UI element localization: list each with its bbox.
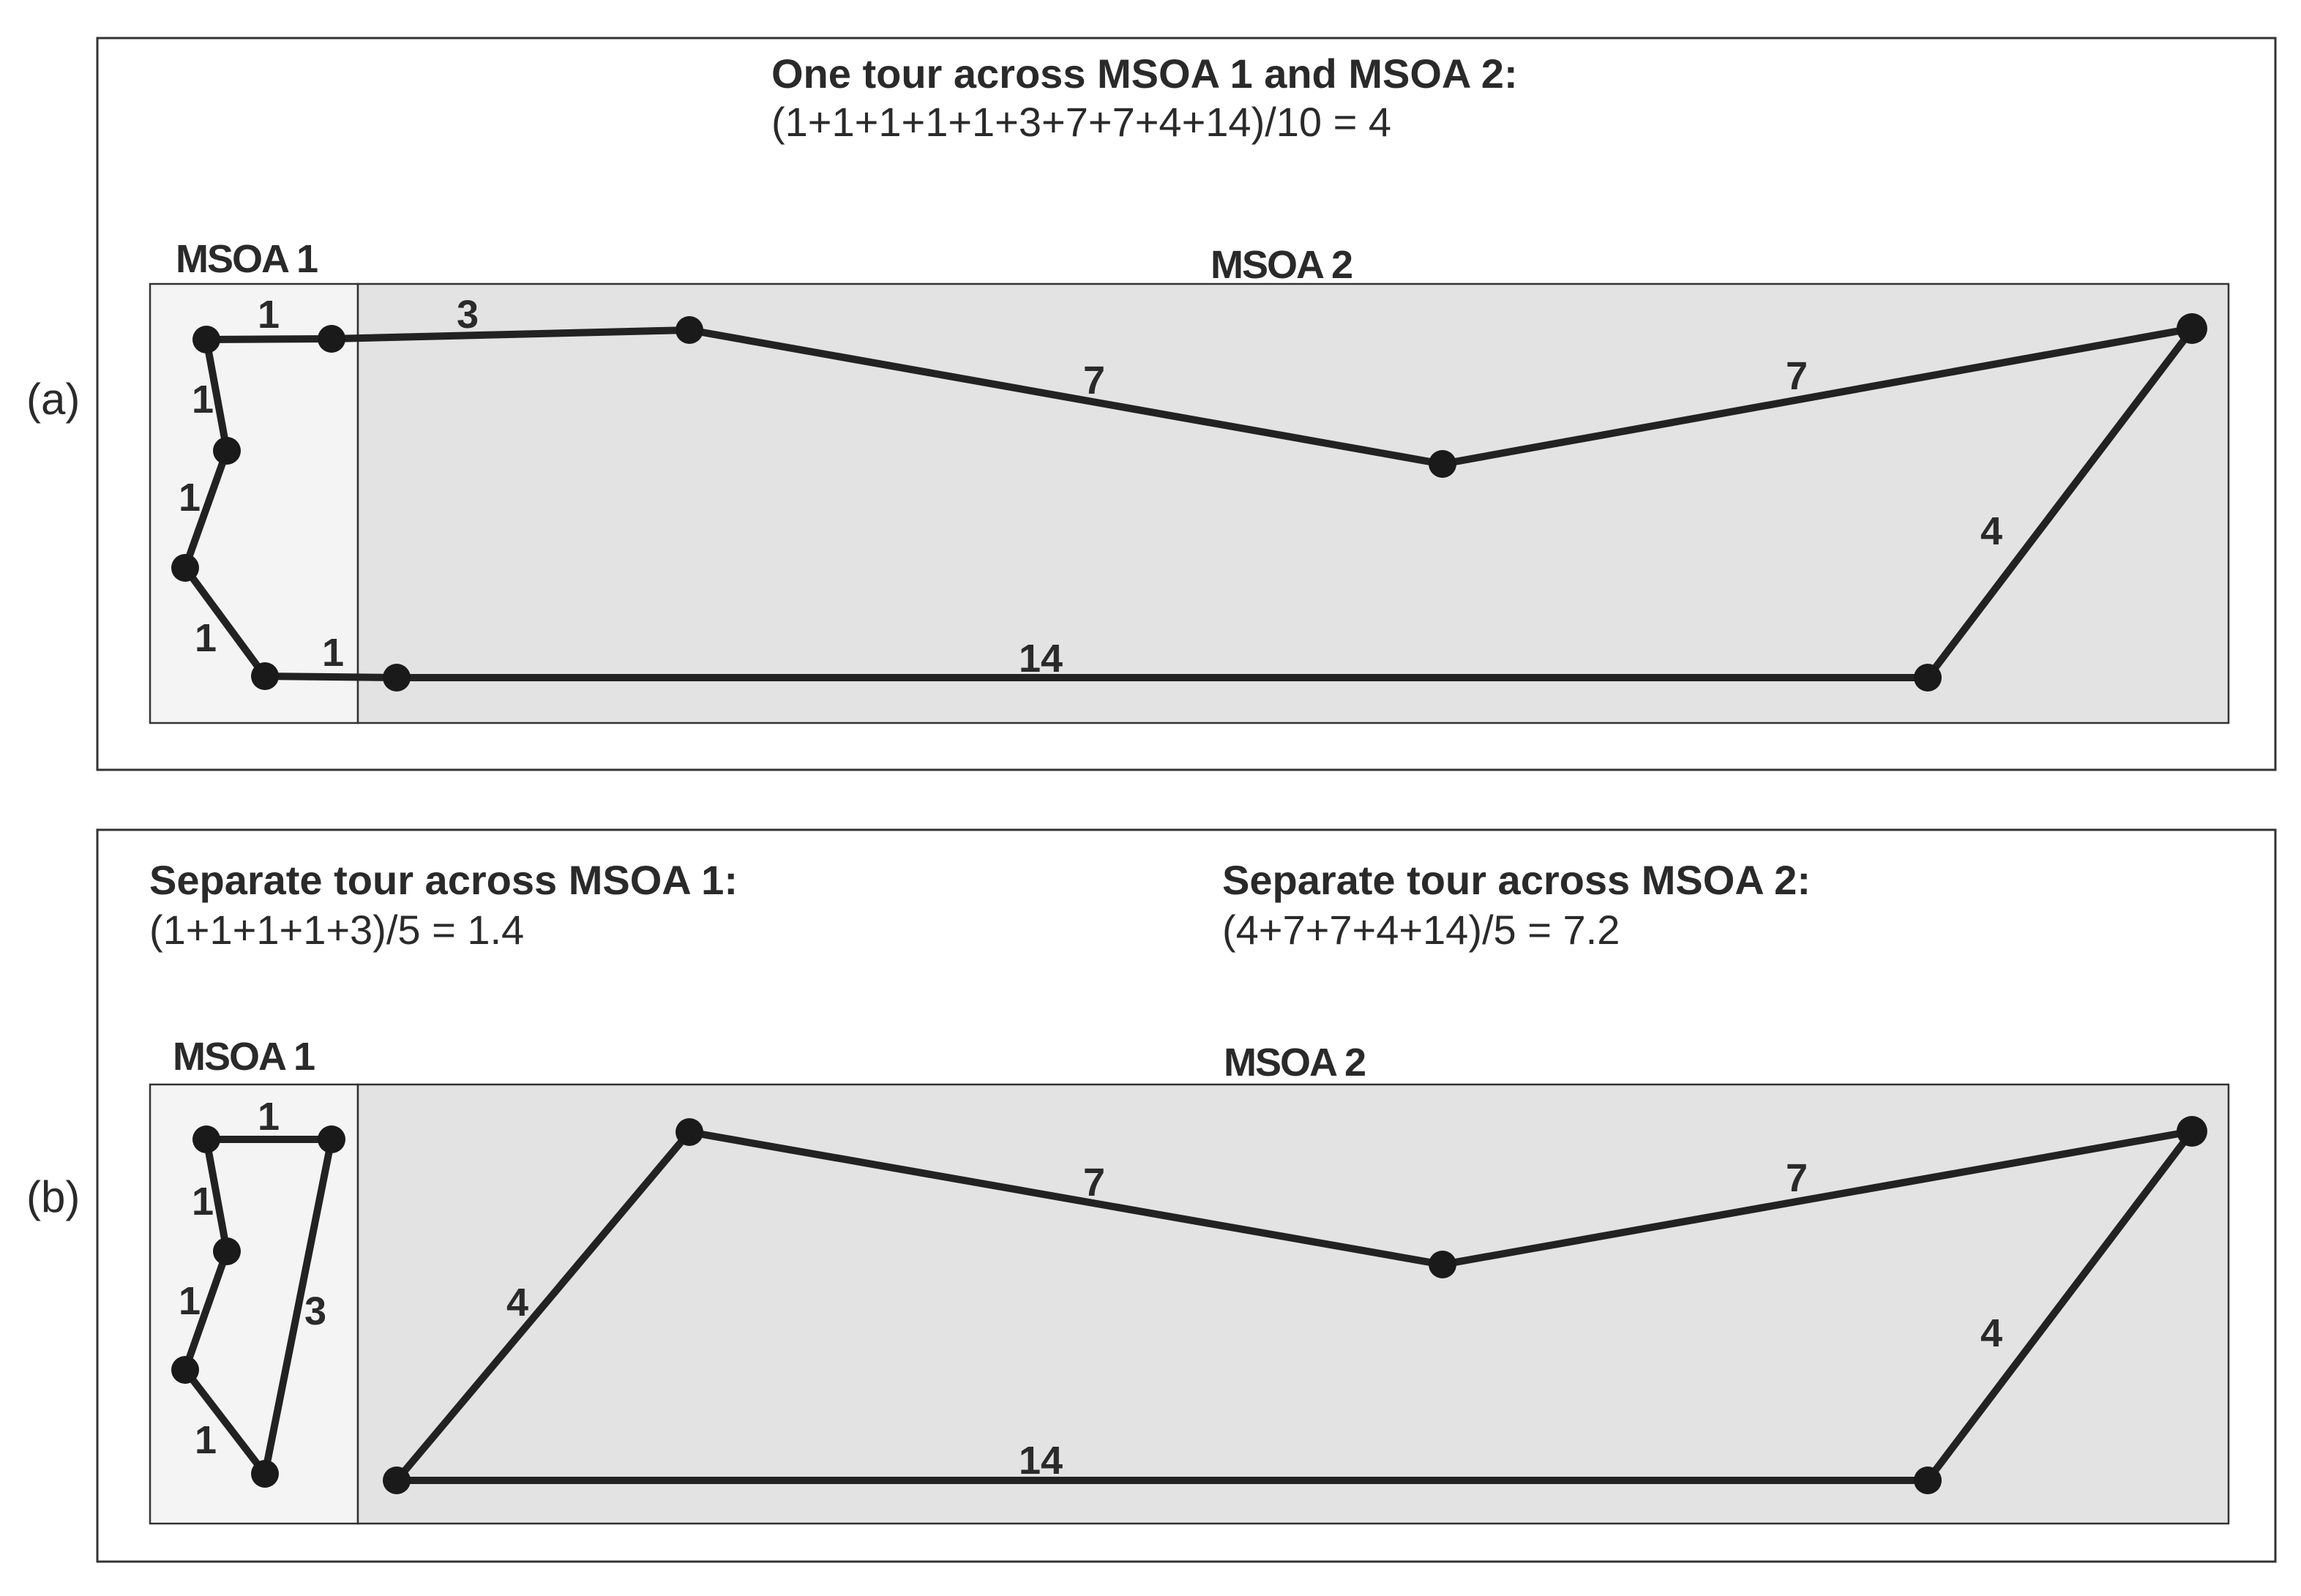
panel-a-tour-path bbox=[181, 325, 2201, 681]
panel-b-edge-label: 1 bbox=[258, 1095, 280, 1139]
panel-b-title-msoa1: Separate tour across MSOA 1: bbox=[149, 857, 738, 903]
panel-b-tour-msoa1 bbox=[171, 1125, 345, 1488]
panel-b-tour-msoa2 bbox=[383, 1116, 2207, 1494]
panel-b-edge-label: 7 bbox=[1083, 1161, 1105, 1205]
panel-a-edge-label: 1 bbox=[322, 631, 344, 675]
panel-a-edge-label: 1 bbox=[192, 378, 214, 422]
panel-a-msoa2-label: MSOA 2 bbox=[1211, 243, 1352, 287]
panel-a-node bbox=[383, 664, 411, 692]
panel-a-edge-label: 14 bbox=[1019, 637, 1063, 681]
panel-b-edge-label: 7 bbox=[1786, 1156, 1808, 1200]
panel-b-node bbox=[676, 1118, 703, 1146]
panel-b-edge-labels: 1 1 1 1 3 4 7 7 4 14 bbox=[179, 1095, 2002, 1483]
panel-a-node bbox=[213, 437, 241, 465]
panel-b-node bbox=[1914, 1466, 1942, 1494]
panel-a-node bbox=[2177, 313, 2207, 344]
panel-b-node bbox=[318, 1125, 345, 1153]
panel-b-msoa2-label: MSOA 2 bbox=[1224, 1041, 1365, 1084]
panel-b-edge-label: 3 bbox=[304, 1289, 326, 1333]
panel-a-msoa2-region bbox=[356, 282, 2230, 724]
panel-b-msoa1-region bbox=[149, 1083, 359, 1525]
panel-b-node bbox=[213, 1237, 241, 1265]
panel-a-node bbox=[318, 325, 345, 353]
panel-a-formula: (1+1+1+1+1+3+7+7+4+14)/10 = 4 bbox=[771, 99, 1391, 145]
panel-a-tag: (a) bbox=[26, 375, 80, 424]
panel-a-edge-label: 7 bbox=[1083, 359, 1105, 402]
panel-a-edge-labels: 1 1 1 1 1 3 7 7 4 14 bbox=[179, 293, 2002, 681]
panel-b-edge-label: 1 bbox=[195, 1418, 217, 1462]
panel-b-msoa1-label: MSOA 1 bbox=[173, 1035, 315, 1079]
panel-a-title: One tour across MSOA 1 and MSOA 2: bbox=[771, 50, 1518, 97]
panel-a-node bbox=[1914, 664, 1942, 692]
panel-b-formula-msoa2: (4+7+7+4+14)/5 = 7.2 bbox=[1222, 907, 1620, 953]
panel-b-node bbox=[383, 1466, 411, 1494]
panel-a-edge-label: 4 bbox=[1980, 509, 2002, 553]
panel-b-node bbox=[192, 1125, 220, 1153]
panel-a-node bbox=[1429, 450, 1456, 478]
panel-b-formula-msoa1: (1+1+1+1+3)/5 = 1.4 bbox=[149, 907, 524, 953]
panel-b-edge-label: 14 bbox=[1019, 1439, 1063, 1483]
panel-b-tour-msoa1-path bbox=[181, 1136, 337, 1483]
panel-b-tag: (b) bbox=[26, 1172, 80, 1221]
panel-a-tour bbox=[171, 313, 2207, 692]
panel-b-edge-label: 4 bbox=[1980, 1311, 2002, 1355]
panel-b-node bbox=[171, 1356, 199, 1384]
panel-a-edge-label: 1 bbox=[179, 476, 201, 520]
panel-a-edge-label: 1 bbox=[195, 616, 217, 660]
panel-a-edge-label: 1 bbox=[258, 293, 280, 337]
panel-b-edge-label: 4 bbox=[506, 1281, 528, 1325]
panel-a: (a) One tour across MSOA 1 and MSOA 2: (… bbox=[26, 37, 2277, 771]
panel-b: (b) Separate tour across MSOA 1: (1+1+1+… bbox=[26, 828, 2277, 1563]
panel-a-node bbox=[676, 316, 703, 344]
panel-b-edge-label: 1 bbox=[179, 1279, 201, 1323]
panel-a-node bbox=[251, 662, 279, 690]
panel-b-tour-msoa2-path bbox=[389, 1125, 2201, 1484]
panel-a-edge-label: 7 bbox=[1786, 354, 1808, 398]
panel-a-node bbox=[171, 554, 199, 582]
panel-a-node bbox=[192, 326, 220, 353]
panel-b-node bbox=[1429, 1251, 1456, 1278]
panel-b-title-msoa2: Separate tour across MSOA 2: bbox=[1222, 857, 1811, 903]
panel-a-msoa1-label: MSOA 1 bbox=[176, 237, 318, 281]
panel-a-edge-label: 3 bbox=[457, 293, 479, 337]
panel-b-node bbox=[251, 1460, 279, 1488]
panel-a-msoa1-region bbox=[149, 282, 359, 724]
panel-b-node bbox=[2177, 1116, 2207, 1147]
panel-b-edge-label: 1 bbox=[192, 1180, 214, 1224]
